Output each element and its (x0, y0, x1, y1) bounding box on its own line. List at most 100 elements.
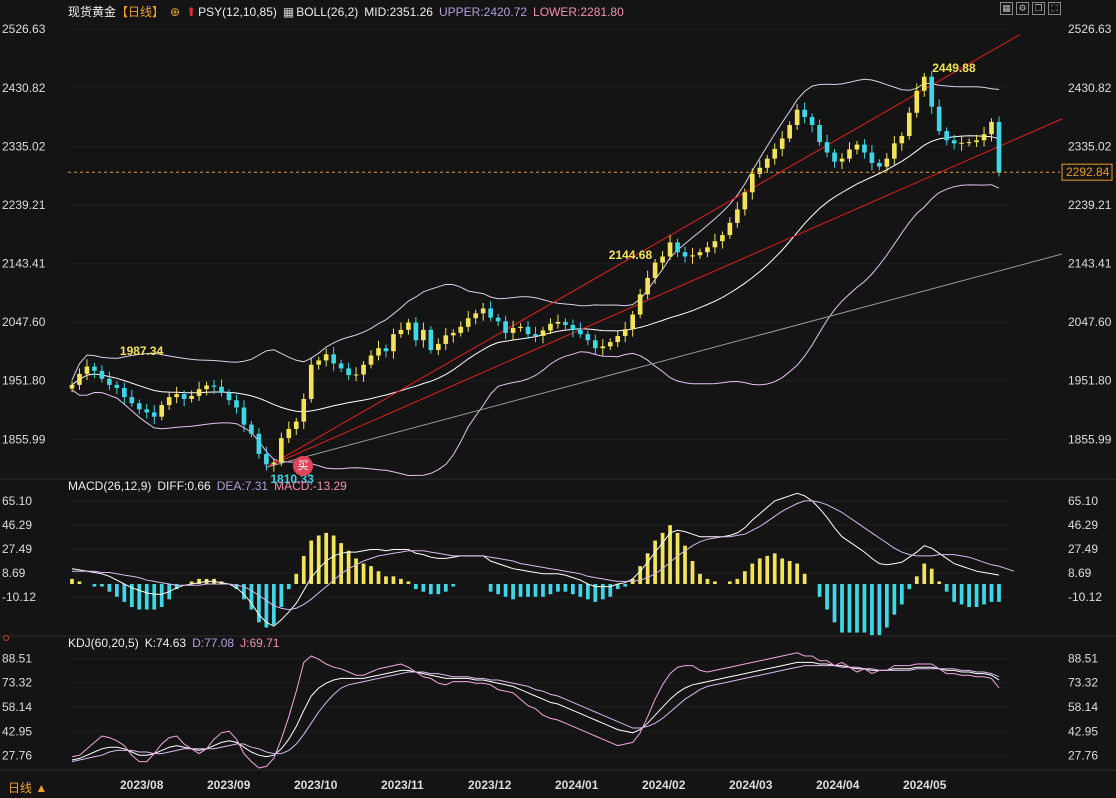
arrow-up-icon: ⬆ (186, 5, 197, 19)
candle-body (181, 394, 187, 399)
candle-body (443, 335, 449, 344)
candle-body (413, 322, 419, 341)
price-right-tick-label: 2526.63 (1068, 22, 1112, 36)
candle-body (705, 247, 710, 253)
candle-body (510, 328, 516, 333)
trend-line-lower (266, 118, 1063, 468)
x-tick-label: 2024/02 (642, 778, 686, 792)
price-right-tick-label: 2335.02 (1068, 139, 1112, 153)
candle-body (667, 242, 673, 257)
x-tick-label: 2023/12 (468, 778, 512, 792)
candle-body (301, 398, 307, 422)
kdj-right-tick-label: 42.95 (1068, 724, 1098, 738)
target-icon[interactable]: ⊕ (170, 5, 181, 19)
candle-body (136, 403, 142, 410)
candle-body (847, 149, 852, 159)
kdj-j: J:69.71 (240, 636, 280, 650)
annotation-label: 2144.68 (609, 248, 653, 262)
x-tick-label: 2023/09 (207, 778, 251, 792)
psy-label[interactable]: PSY(12,10,85) (198, 5, 277, 19)
candle-body (892, 143, 897, 159)
candle-body (495, 317, 501, 322)
macd-panel[interactable] (70, 492, 1015, 636)
kdj-header: KDJ(60,20,5) K:74.63 D:77.08 J:69.71 (68, 636, 285, 650)
instrument-title: 现货黄金 (68, 5, 117, 19)
candle-body (77, 373, 82, 385)
price-right-tick-label: 2047.60 (1068, 315, 1112, 329)
period-label[interactable]: 【日线】 (116, 5, 165, 19)
candle-body (107, 378, 112, 385)
candle-body (742, 192, 748, 210)
candlestick-series[interactable] (69, 71, 1002, 472)
candle-body (196, 389, 202, 396)
candle-body (899, 136, 905, 144)
x-tick-label: 2024/03 (729, 778, 773, 792)
candle-body (832, 152, 837, 162)
macd-name[interactable]: MACD(26,12,9) (68, 479, 152, 493)
trend-line-gray (266, 253, 1063, 468)
macd-dea: DEA:7.31 (216, 479, 269, 493)
candle-body (607, 342, 613, 347)
candle-body (211, 385, 217, 387)
candle-body (226, 392, 232, 401)
candle-body (974, 140, 979, 143)
candle-body (592, 340, 598, 349)
candle-body (331, 354, 336, 364)
kdj-name[interactable]: KDJ(60,20,5) (68, 636, 139, 650)
kdj-j-line (71, 652, 1000, 769)
candle-body (548, 323, 553, 331)
candle-body (690, 255, 695, 257)
kdj-right-tick-label: 58.14 (1068, 700, 1098, 714)
candle-body (600, 346, 606, 349)
price-left-tick-label: 2143.41 (2, 257, 46, 271)
candle-body (249, 424, 254, 434)
price-right-tick-label: 2430.82 (1068, 81, 1112, 95)
candle-body (787, 125, 792, 139)
candle-body (488, 308, 493, 318)
maximize-icon[interactable]: ⛶ (1048, 2, 1061, 15)
candle-body (122, 387, 127, 398)
macd-left-tick-label: 65.10 (2, 494, 32, 508)
y-axis-labels: 2526.63 2526.63 2430.82 2430.82 2335.02 2335.… (2, 22, 1112, 762)
candle-body (555, 321, 561, 324)
candle-body (383, 348, 389, 352)
candle-body (779, 138, 785, 149)
current-price-label: 2292.84 (1066, 165, 1110, 179)
boll-upper: UPPER:2420.72 (438, 5, 528, 19)
settings-icon[interactable]: ⚙ (1016, 2, 1029, 15)
macd-left-tick-label: 46.29 (2, 518, 32, 532)
macd-value: MACD:-13.29 (274, 479, 347, 493)
price-right-tick-label: 2143.41 (1068, 257, 1112, 271)
kdj-left-tick-label: 27.76 (2, 749, 32, 763)
buy-marker[interactable]: 买 (293, 456, 313, 476)
candle-body (585, 334, 591, 341)
kdj-panel[interactable] (3, 635, 1000, 769)
price-left-tick-label: 2239.21 (2, 198, 46, 212)
grid-layout-icon[interactable]: ▦ (1000, 2, 1013, 15)
candle-body (458, 326, 464, 333)
candle-body (936, 106, 942, 132)
macd-left-tick-label: 8.69 (2, 566, 26, 580)
candle-body (996, 121, 1002, 173)
candle-body (204, 385, 209, 390)
candle-body (361, 364, 366, 375)
candle-body (660, 256, 665, 263)
period-tab[interactable]: 日线 ▲ (8, 781, 48, 795)
buy-marker-label: 买 (297, 460, 309, 472)
candle-body (368, 355, 374, 365)
price-left-tick-label: 1855.99 (2, 432, 46, 446)
kdj-marker-dot (3, 635, 9, 641)
candle-body (839, 158, 845, 162)
kdj-left-tick-label: 88.51 (2, 651, 32, 665)
candle-body (525, 326, 531, 335)
candle-body (540, 330, 546, 336)
candle-body (906, 112, 912, 137)
candle-body (877, 162, 882, 167)
restore-icon[interactable]: ❐ (1032, 2, 1045, 15)
boll-label[interactable]: BOLL(26,2) (296, 5, 359, 19)
macd-right-tick-label: 8.69 (1068, 566, 1092, 580)
macd-diff: DIFF:0.66 (157, 479, 211, 493)
kdj-left-tick-label: 42.95 (2, 724, 32, 738)
candle-body (293, 421, 299, 429)
